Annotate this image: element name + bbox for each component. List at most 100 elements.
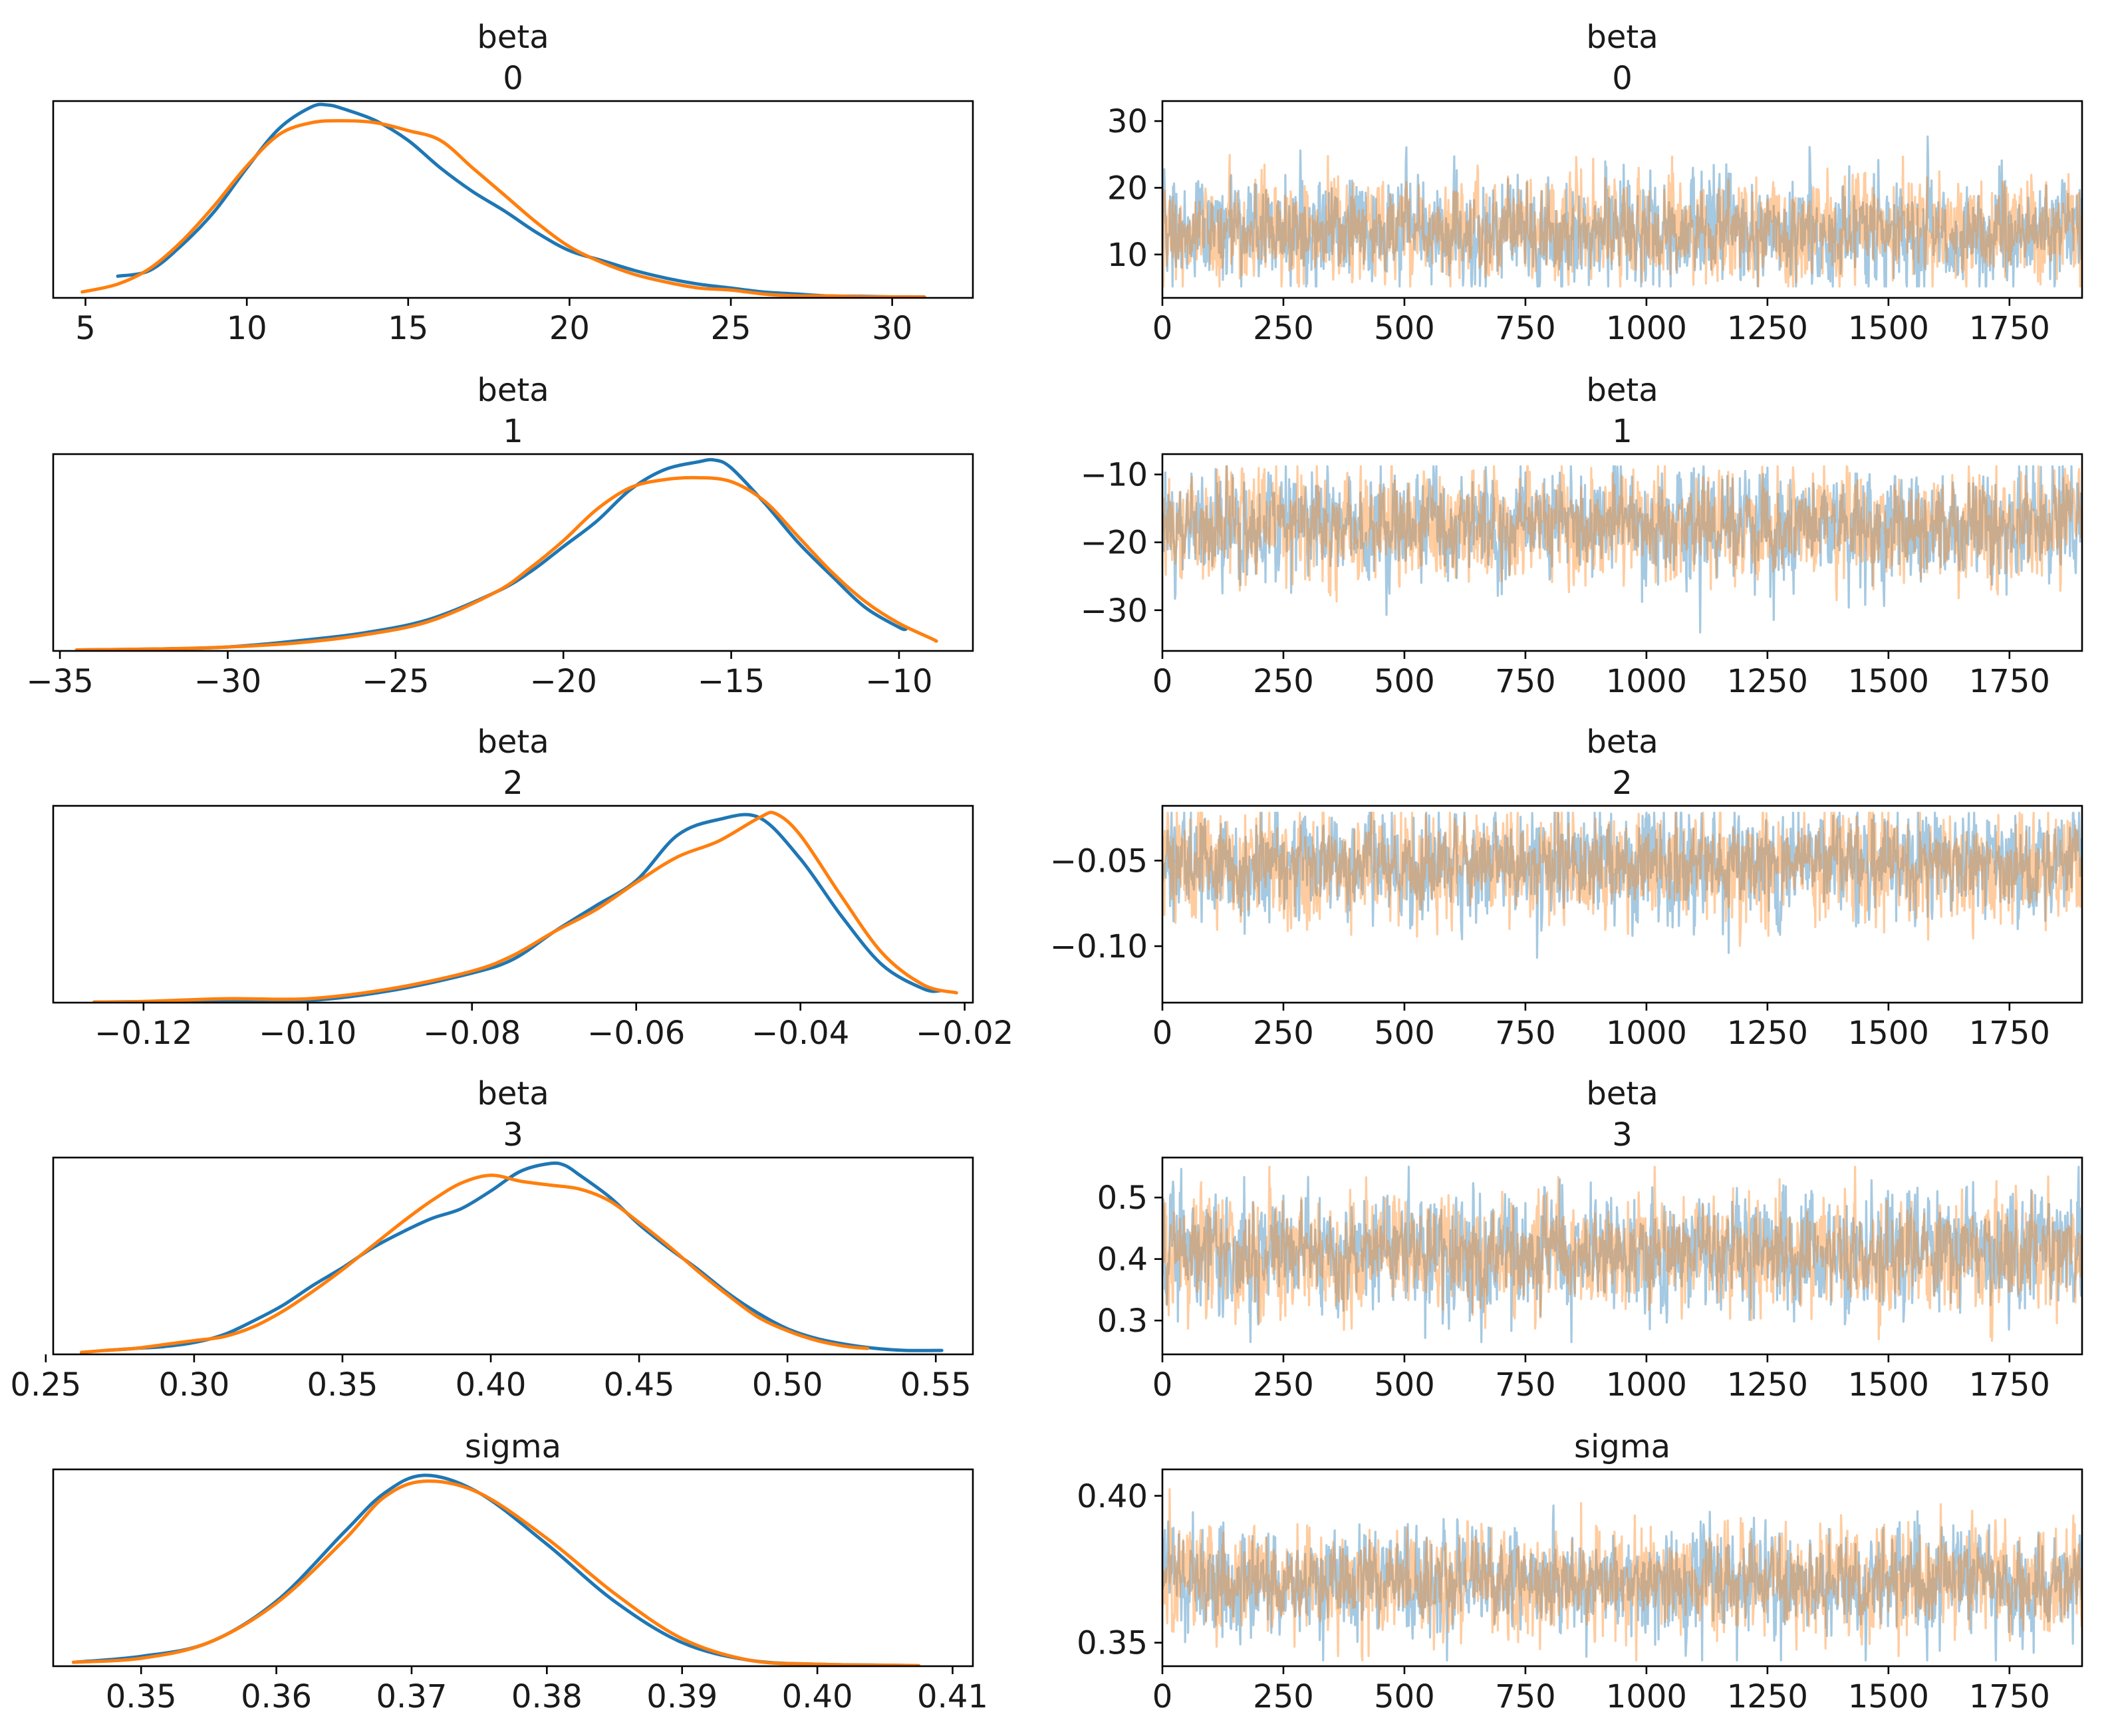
beta-2-trace-panel: beta 2 0 250 500 750 1000 1250 1500 1750 −0.10 −0.0… bbox=[1050, 723, 2083, 1052]
x-tick-label: 1250 bbox=[1727, 1678, 1808, 1715]
beta-1-trace-plot-area bbox=[1162, 465, 2082, 634]
beta-3-density-plot-area bbox=[79, 1161, 944, 1354]
x-tick-label: 1250 bbox=[1727, 310, 1808, 347]
panel-title-name: beta bbox=[1586, 19, 1658, 56]
x-tick-label: 20 bbox=[549, 310, 590, 347]
x-tick-label: 1750 bbox=[1969, 663, 2050, 700]
sigma-trace-plot-area bbox=[1162, 1488, 2082, 1662]
beta-1-trace-panel: beta 1 0 250 500 750 1000 1250 1500 1750 −30 −20 −10 bbox=[1081, 372, 2083, 700]
x-tick-label: 15 bbox=[388, 310, 428, 347]
axes-frame bbox=[52, 1156, 974, 1356]
x-tick-label: 0.30 bbox=[158, 1366, 229, 1404]
density-line-chain-1 bbox=[74, 475, 938, 651]
x-tick-label: 1500 bbox=[1848, 663, 1929, 700]
x-tick-label: 1250 bbox=[1727, 1015, 1808, 1052]
x-tick-label: −0.12 bbox=[94, 1015, 192, 1052]
beta-3-trace-panel: beta 3 0 250 500 750 1000 1250 1500 1750 0.3 0.4 0.5 bbox=[1097, 1075, 2083, 1404]
axes-frame bbox=[52, 453, 974, 652]
x-tick-label: 1000 bbox=[1606, 1678, 1687, 1715]
x-tick-label: 1750 bbox=[1969, 310, 2050, 347]
x-tick-label: −30 bbox=[194, 663, 261, 700]
trace-line-chain-0 bbox=[1162, 1166, 2082, 1344]
x-tick-label: 1500 bbox=[1848, 1015, 1929, 1052]
x-tick-label: 1000 bbox=[1606, 310, 1687, 347]
x-tick-label: 1500 bbox=[1848, 1366, 1929, 1404]
x-tick-label: 750 bbox=[1495, 663, 1556, 700]
trace-line-chain-0 bbox=[1162, 1504, 2082, 1662]
beta-2-trace-plot-area bbox=[1162, 811, 2082, 959]
y-tick-label: 20 bbox=[1107, 170, 1148, 207]
y-tick-label: 10 bbox=[1107, 237, 1148, 274]
x-tick-label: −25 bbox=[362, 663, 429, 700]
x-tick-label: 0.36 bbox=[241, 1678, 312, 1715]
x-tick-label: 250 bbox=[1253, 310, 1314, 347]
panel-title-index: 3 bbox=[503, 1116, 523, 1154]
y-tick-label: −10 bbox=[1081, 457, 1148, 494]
x-tick-label: 250 bbox=[1253, 663, 1314, 700]
x-tick-label: 1000 bbox=[1606, 663, 1687, 700]
panel-title-index: 1 bbox=[503, 413, 523, 450]
x-tick-label: −0.04 bbox=[751, 1015, 849, 1052]
x-tick-label: 750 bbox=[1495, 1678, 1556, 1715]
trace-line-chain-0 bbox=[1162, 135, 2082, 288]
x-tick-label: −0.02 bbox=[916, 1015, 1013, 1052]
x-tick-label: −0.08 bbox=[423, 1015, 521, 1052]
panel-title-name: sigma bbox=[1574, 1428, 1670, 1465]
density-line-chain-0 bbox=[92, 812, 942, 1003]
beta-3-density-panel: beta 3 0.25 0.30 0.35 0.40 0.45 0.50 0.55 bbox=[10, 1075, 974, 1404]
panel-title-name: beta bbox=[1586, 1075, 1658, 1112]
x-tick-label: 500 bbox=[1374, 1678, 1435, 1715]
x-tick-label: 10 bbox=[227, 310, 267, 347]
beta-1-density-plot-area bbox=[74, 457, 938, 651]
density-line-chain-1 bbox=[80, 119, 926, 298]
x-tick-label: 750 bbox=[1495, 310, 1556, 347]
beta-1-density-panel: beta 1 −35 −30 −25 −20 −15 −10 bbox=[26, 372, 974, 700]
x-tick-label: −10 bbox=[865, 663, 932, 700]
trace-line-chain-1 bbox=[1162, 1488, 2082, 1662]
x-tick-label: 1750 bbox=[1969, 1015, 2050, 1052]
sigma-trace-panel: sigma 0 250 500 750 1000 1250 1500 1750 0.35 0.40 bbox=[1077, 1428, 2083, 1715]
panel-title-index: 1 bbox=[1612, 413, 1633, 450]
panel-title-name: beta bbox=[1586, 372, 1658, 409]
panel-title-name: beta bbox=[477, 1075, 549, 1112]
panel-title-name: beta bbox=[1586, 723, 1658, 761]
x-tick-label: 250 bbox=[1253, 1678, 1314, 1715]
x-tick-label: 500 bbox=[1374, 1015, 1435, 1052]
x-tick-label: −15 bbox=[698, 663, 765, 700]
panel-title-name: beta bbox=[477, 372, 549, 409]
x-tick-label: 250 bbox=[1253, 1015, 1314, 1052]
trace-line-chain-1 bbox=[1162, 465, 2082, 603]
x-tick-label: 0.40 bbox=[456, 1366, 527, 1404]
x-tick-label: 500 bbox=[1374, 1366, 1435, 1404]
x-tick-label: 5 bbox=[75, 310, 96, 347]
panel-title-index: 0 bbox=[503, 60, 523, 97]
trace-line-chain-1 bbox=[1162, 1166, 2082, 1342]
x-tick-label: 0 bbox=[1152, 1366, 1173, 1404]
axes-frame bbox=[1161, 100, 2083, 299]
beta-2-density-plot-area bbox=[92, 810, 958, 1003]
axes-frame bbox=[1161, 1156, 2083, 1356]
density-line-chain-0 bbox=[103, 1161, 944, 1352]
x-tick-label: 1000 bbox=[1606, 1366, 1687, 1404]
panel-title-index: 2 bbox=[503, 765, 523, 802]
x-tick-label: 0.39 bbox=[646, 1678, 718, 1715]
trace-line-chain-1 bbox=[1162, 154, 2082, 288]
beta-0-trace-panel: beta 0 0 250 500 750 1000 1250 1500 1750 10 20 30 bbox=[1107, 19, 2083, 347]
panel-title-index: 0 bbox=[1612, 60, 1633, 97]
beta-3-trace-plot-area bbox=[1162, 1166, 2082, 1344]
x-tick-label: 0 bbox=[1152, 310, 1173, 347]
axes-frame bbox=[1161, 805, 2083, 1004]
x-tick-label: 1750 bbox=[1969, 1366, 2050, 1404]
x-tick-label: 250 bbox=[1253, 1366, 1314, 1404]
x-tick-label: 0.45 bbox=[604, 1366, 675, 1404]
y-tick-label: 0.5 bbox=[1097, 1179, 1148, 1217]
x-tick-label: 0.25 bbox=[10, 1366, 81, 1404]
axes-frame bbox=[52, 100, 974, 299]
x-tick-label: 1250 bbox=[1727, 1366, 1808, 1404]
y-tick-label: −20 bbox=[1081, 525, 1148, 562]
axes-frame bbox=[1161, 453, 2083, 652]
x-tick-label: 0.41 bbox=[917, 1678, 988, 1715]
x-tick-label: 1500 bbox=[1848, 310, 1929, 347]
x-tick-label: 0.37 bbox=[376, 1678, 448, 1715]
